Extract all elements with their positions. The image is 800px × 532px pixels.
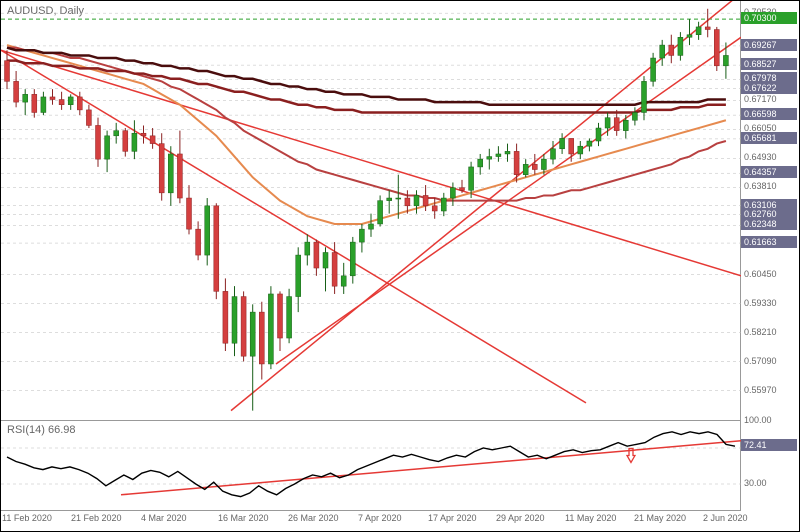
y-tick-label: 0.60450 [744,269,777,279]
main-price-chart[interactable]: AUDUSD, Daily [1,1,741,421]
price-badge: 0.65681 [741,132,797,144]
rsi-indicator-chart[interactable]: RSI(14) 66.98 [1,421,741,511]
x-axis: 11 Feb 2020 21 Feb 2020 4 Mar 2020 16 Mar 2… [1,511,741,531]
y-tick-label: 0.55970 [744,385,777,395]
price-badge: 0.70300 [741,12,797,24]
y-tick-label: 0.58210 [744,327,777,337]
price-badge: 0.64357 [741,166,797,178]
y-tick-label: 0.59330 [744,298,777,308]
x-tick-label: 11 May 2020 [565,513,616,523]
x-tick-label: 11 Feb 2020 [2,513,52,523]
y-axis-main: 0.705300.692670.685270.679780.676220.671… [741,1,800,421]
x-tick-label: 29 Apr 2020 [496,513,545,523]
price-badge: 0.69267 [741,39,797,51]
rsi-tick-label: 100.00 [744,415,772,425]
x-tick-label: 17 Apr 2020 [428,513,477,523]
x-tick-label: 2 Jun 2020 [703,513,748,523]
x-tick-label: 26 Mar 2020 [288,513,339,523]
x-tick-label: 21 Feb 2020 [71,513,122,523]
price-badge: 0.68527 [741,58,797,70]
x-tick-label: 21 May 2020 [634,513,686,523]
y-tick-label: 0.64930 [744,152,777,162]
price-badge: 0.61663 [741,236,797,248]
rsi-chart-svg [1,421,741,511]
x-tick-label: 16 Mar 2020 [218,513,269,523]
x-tick-label: 7 Apr 2020 [358,513,402,523]
price-badge: 0.62348 [741,218,797,230]
main-chart-svg [1,1,741,421]
rsi-badge: 72.41 [741,439,797,451]
price-badge: 0.66598 [741,108,797,120]
y-tick-label: 0.63810 [744,181,777,191]
y-tick-label: 0.67170 [744,94,777,104]
y-axis-rsi: 30.0070.00100.0072.41 [741,421,800,511]
price-badge: 0.67622 [741,82,797,94]
y-tick-label: 0.57090 [744,356,777,366]
x-tick-label: 4 Mar 2020 [141,513,187,523]
rsi-tick-label: 30.00 [744,478,767,488]
chart-container: AUDUSD, Daily 0.705300.692670.685270.679… [0,0,800,532]
